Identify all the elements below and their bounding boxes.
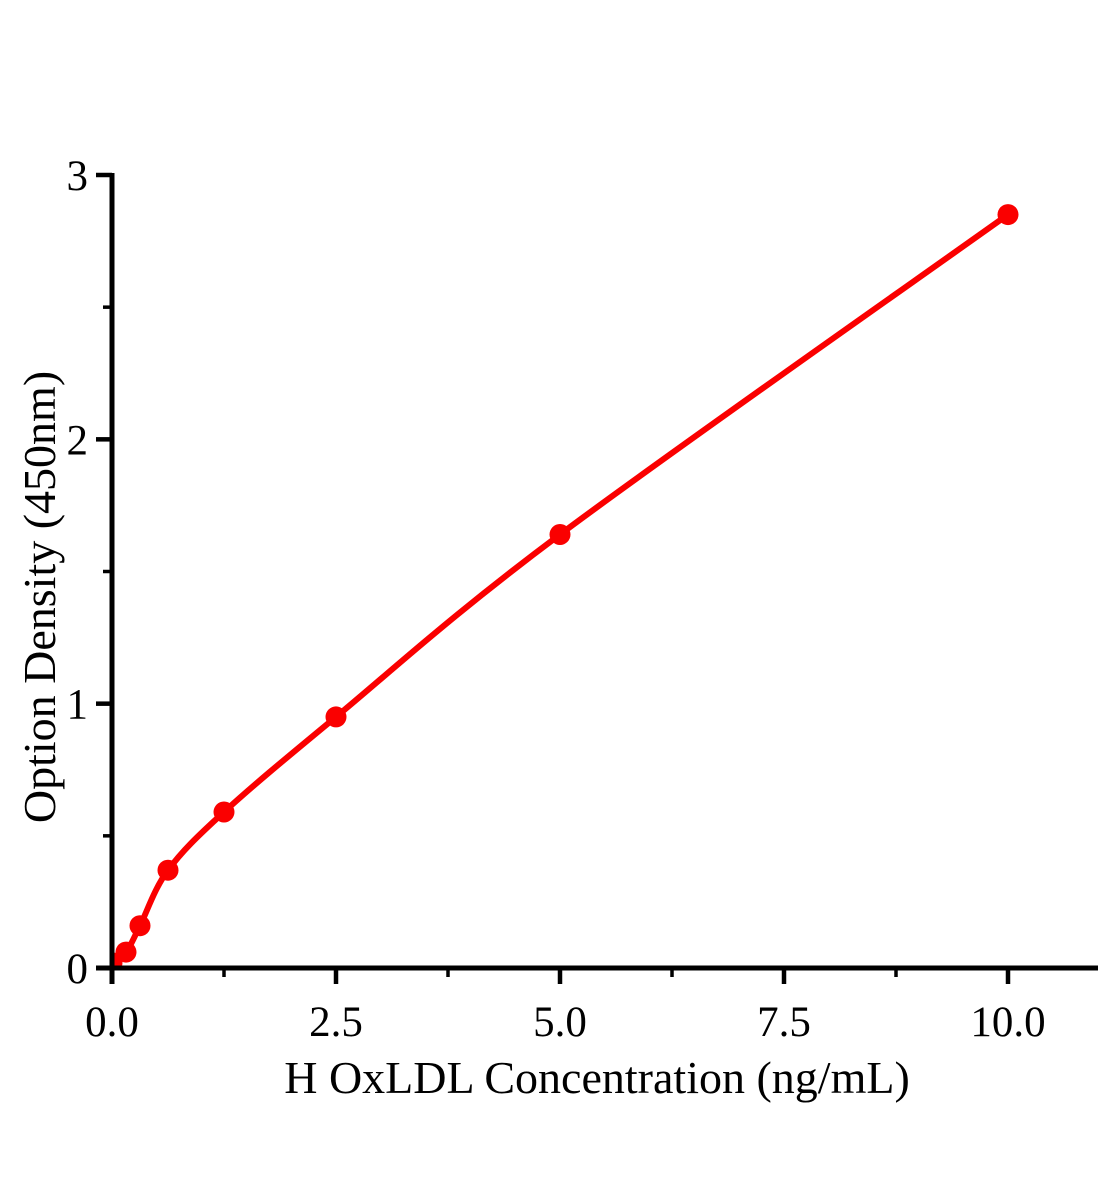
x-tick-label: 7.5	[757, 999, 811, 1046]
data-point-marker	[157, 859, 179, 881]
data-point-marker	[997, 204, 1019, 226]
y-tick-label: 2	[67, 417, 89, 464]
data-point-marker	[115, 941, 137, 963]
y-axis-title: Option Density (450nm)	[14, 370, 65, 824]
x-tick-label: 5.0	[533, 999, 587, 1046]
series-group	[112, 204, 1019, 968]
x-tick-label: 10.0	[970, 999, 1045, 1046]
y-tick-label: 1	[67, 682, 89, 729]
x-tick-label: 2.5	[309, 999, 363, 1046]
y-tick-label: 3	[67, 153, 89, 200]
data-point-marker	[549, 524, 571, 545]
data-point-marker	[129, 915, 151, 937]
x-tick-label: 0.0	[85, 999, 139, 1046]
x-axis-title: H OxLDL Concentration (ng/mL)	[284, 1052, 910, 1103]
standard-curve-line	[112, 212, 1010, 966]
y-tick-label: 0	[67, 946, 89, 993]
data-point-marker	[213, 801, 235, 823]
data-point-marker	[325, 706, 347, 728]
